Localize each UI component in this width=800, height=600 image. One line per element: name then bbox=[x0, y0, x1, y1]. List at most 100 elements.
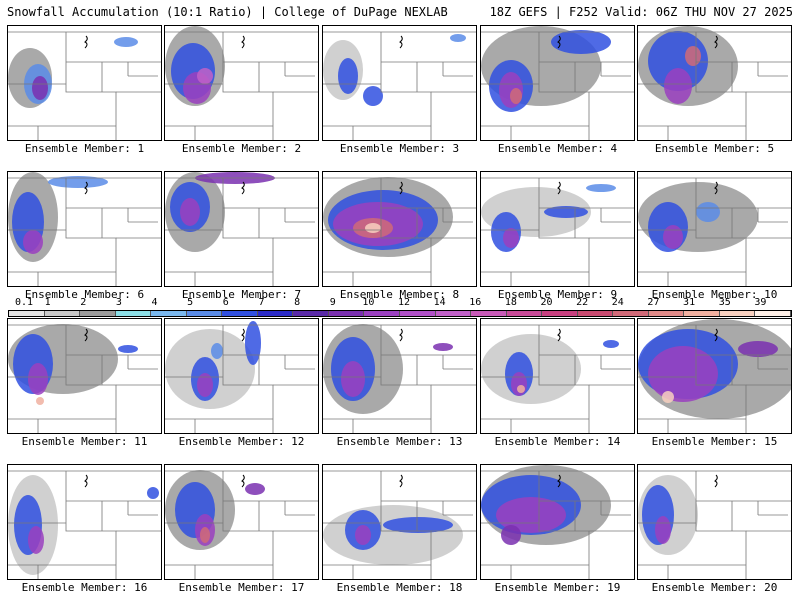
legend-color-swatch bbox=[684, 311, 720, 316]
snowfall-map bbox=[481, 324, 634, 433]
legend-color-swatch bbox=[719, 311, 756, 316]
legend-color-swatch bbox=[115, 311, 152, 316]
legend-color-swatch bbox=[186, 311, 223, 316]
snowfall-map bbox=[323, 31, 476, 140]
snowfall-map bbox=[8, 470, 161, 579]
legend-tick-label: 3 bbox=[115, 297, 122, 308]
ensemble-member-label: Ensemble Member: 5 bbox=[654, 142, 775, 155]
legend-tick-label: 0.1 bbox=[14, 297, 34, 308]
snowfall-map bbox=[165, 470, 318, 579]
snowfall-map bbox=[481, 26, 634, 140]
snowfall-map bbox=[8, 31, 161, 140]
ensemble-member-label: Ensemble Member: 11 bbox=[21, 435, 148, 448]
ensemble-map-panel bbox=[164, 464, 319, 580]
ensemble-member-label: Ensemble Member: 12 bbox=[178, 435, 305, 448]
legend-tick-label: 8 bbox=[294, 297, 301, 308]
snowfall-map bbox=[165, 172, 318, 286]
legend-color-swatch bbox=[506, 311, 543, 316]
ensemble-member-label: Ensemble Member: 2 bbox=[181, 142, 302, 155]
ensemble-map-panel bbox=[164, 318, 319, 434]
snowfall-map bbox=[165, 321, 318, 433]
ensemble-map-panel bbox=[164, 25, 319, 141]
legend-color-swatch bbox=[44, 311, 81, 316]
legend-tick-label: 6 bbox=[222, 297, 229, 308]
legend-tick-label: 1 bbox=[44, 297, 51, 308]
ensemble-map-panel bbox=[637, 171, 792, 287]
ensemble-member-label: Ensemble Member: 18 bbox=[336, 581, 463, 594]
ensemble-map-panel bbox=[480, 25, 635, 141]
ensemble-member-label: Ensemble Member: 14 bbox=[494, 435, 621, 448]
map-title: Snowfall Accumulation (10:1 Ratio) | Col… bbox=[7, 5, 448, 19]
ensemble-map-panel bbox=[7, 318, 162, 434]
ensemble-map-panel bbox=[322, 464, 477, 580]
snowfall-map bbox=[638, 177, 791, 286]
legend-tick-label: 35 bbox=[718, 297, 731, 308]
legend-color-swatch bbox=[542, 311, 578, 316]
snowfall-legend: 0.1 1 2 3 4 5 6 7 8 9 10 12 14 16 18 20 22 24 27 31 35 39 bbox=[8, 297, 792, 319]
ensemble-member-label: Ensemble Member: 1 bbox=[24, 142, 145, 155]
legend-tick-label: 39 bbox=[754, 297, 767, 308]
snowfall-map bbox=[323, 324, 476, 433]
ensemble-member-label: Ensemble Member: 13 bbox=[336, 435, 463, 448]
legend-tick-label: 16 bbox=[469, 297, 482, 308]
ensemble-map-panel bbox=[637, 464, 792, 580]
snowfall-map bbox=[481, 177, 634, 286]
ensemble-member-label: Ensemble Member: 16 bbox=[21, 581, 148, 594]
ensemble-member-label: Ensemble Member: 7 bbox=[181, 288, 302, 301]
legend-color-swatch bbox=[222, 311, 258, 316]
legend-tick-label: 31 bbox=[683, 297, 696, 308]
snowfall-map bbox=[323, 470, 476, 579]
legend-tick-label: 10 bbox=[362, 297, 375, 308]
ensemble-map-panel bbox=[322, 25, 477, 141]
legend-color-swatch bbox=[400, 311, 436, 316]
legend-tick-label: 22 bbox=[576, 297, 589, 308]
legend-color-swatch bbox=[613, 311, 649, 316]
snowfall-map bbox=[323, 177, 476, 286]
legend-tick-label: 18 bbox=[504, 297, 517, 308]
snowfall-map bbox=[8, 324, 161, 433]
legend-color-swatch bbox=[577, 311, 614, 316]
ensemble-member-label: Ensemble Member: 10 bbox=[651, 288, 778, 301]
ensemble-member-label: Ensemble Member: 19 bbox=[494, 581, 621, 594]
snowfall-map bbox=[638, 319, 791, 433]
legend-color-bar bbox=[8, 310, 792, 317]
ensemble-map-panel bbox=[7, 171, 162, 287]
legend-color-swatch bbox=[328, 311, 365, 316]
snowfall-map bbox=[638, 470, 791, 579]
legend-tick-label: 5 bbox=[187, 297, 194, 308]
ensemble-map-panel bbox=[637, 25, 792, 141]
legend-tick-label: 7 bbox=[258, 297, 265, 308]
legend-color-swatch bbox=[364, 311, 401, 316]
ensemble-member-label: Ensemble Member: 9 bbox=[497, 288, 618, 301]
ensemble-member-label: Ensemble Member: 15 bbox=[651, 435, 778, 448]
legend-tick-label: 4 bbox=[151, 297, 158, 308]
legend-tick-label: 9 bbox=[329, 297, 336, 308]
legend-tick-label: 14 bbox=[433, 297, 446, 308]
ensemble-member-label: Ensemble Member: 17 bbox=[178, 581, 305, 594]
ensemble-map-panel bbox=[480, 318, 635, 434]
legend-color-swatch bbox=[755, 311, 792, 316]
ensemble-map-panel bbox=[637, 318, 792, 434]
run-valid-time: 18Z GEFS | F252 Valid: 06Z THU NOV 27 20… bbox=[489, 5, 793, 19]
legend-color-swatch bbox=[151, 311, 187, 316]
legend-color-swatch bbox=[80, 311, 116, 316]
snowfall-map bbox=[638, 26, 791, 140]
ensemble-member-label: Ensemble Member: 3 bbox=[339, 142, 460, 155]
snowfall-map bbox=[8, 172, 161, 286]
ensemble-map-panel bbox=[322, 318, 477, 434]
legend-color-swatch bbox=[293, 311, 329, 316]
legend-tick-label: 12 bbox=[397, 297, 411, 308]
legend-color-swatch bbox=[471, 311, 507, 316]
legend-color-swatch bbox=[9, 311, 45, 316]
legend-color-swatch bbox=[648, 311, 685, 316]
legend-color-swatch bbox=[435, 311, 472, 316]
ensemble-map-panel bbox=[164, 171, 319, 287]
ensemble-member-label: Ensemble Member: 6 bbox=[24, 288, 145, 301]
legend-tick-labels: 0.1 1 2 3 4 5 6 7 8 9 10 12 14 16 18 20 22 24 27 31 35 39 bbox=[8, 297, 792, 309]
ensemble-map-panel bbox=[322, 171, 477, 287]
snowfall-map bbox=[165, 26, 318, 140]
ensemble-map-panel bbox=[480, 464, 635, 580]
legend-tick-label: 20 bbox=[540, 297, 553, 308]
legend-tick-label: 27 bbox=[647, 297, 660, 308]
ensemble-member-label: Ensemble Member: 8 bbox=[339, 288, 460, 301]
